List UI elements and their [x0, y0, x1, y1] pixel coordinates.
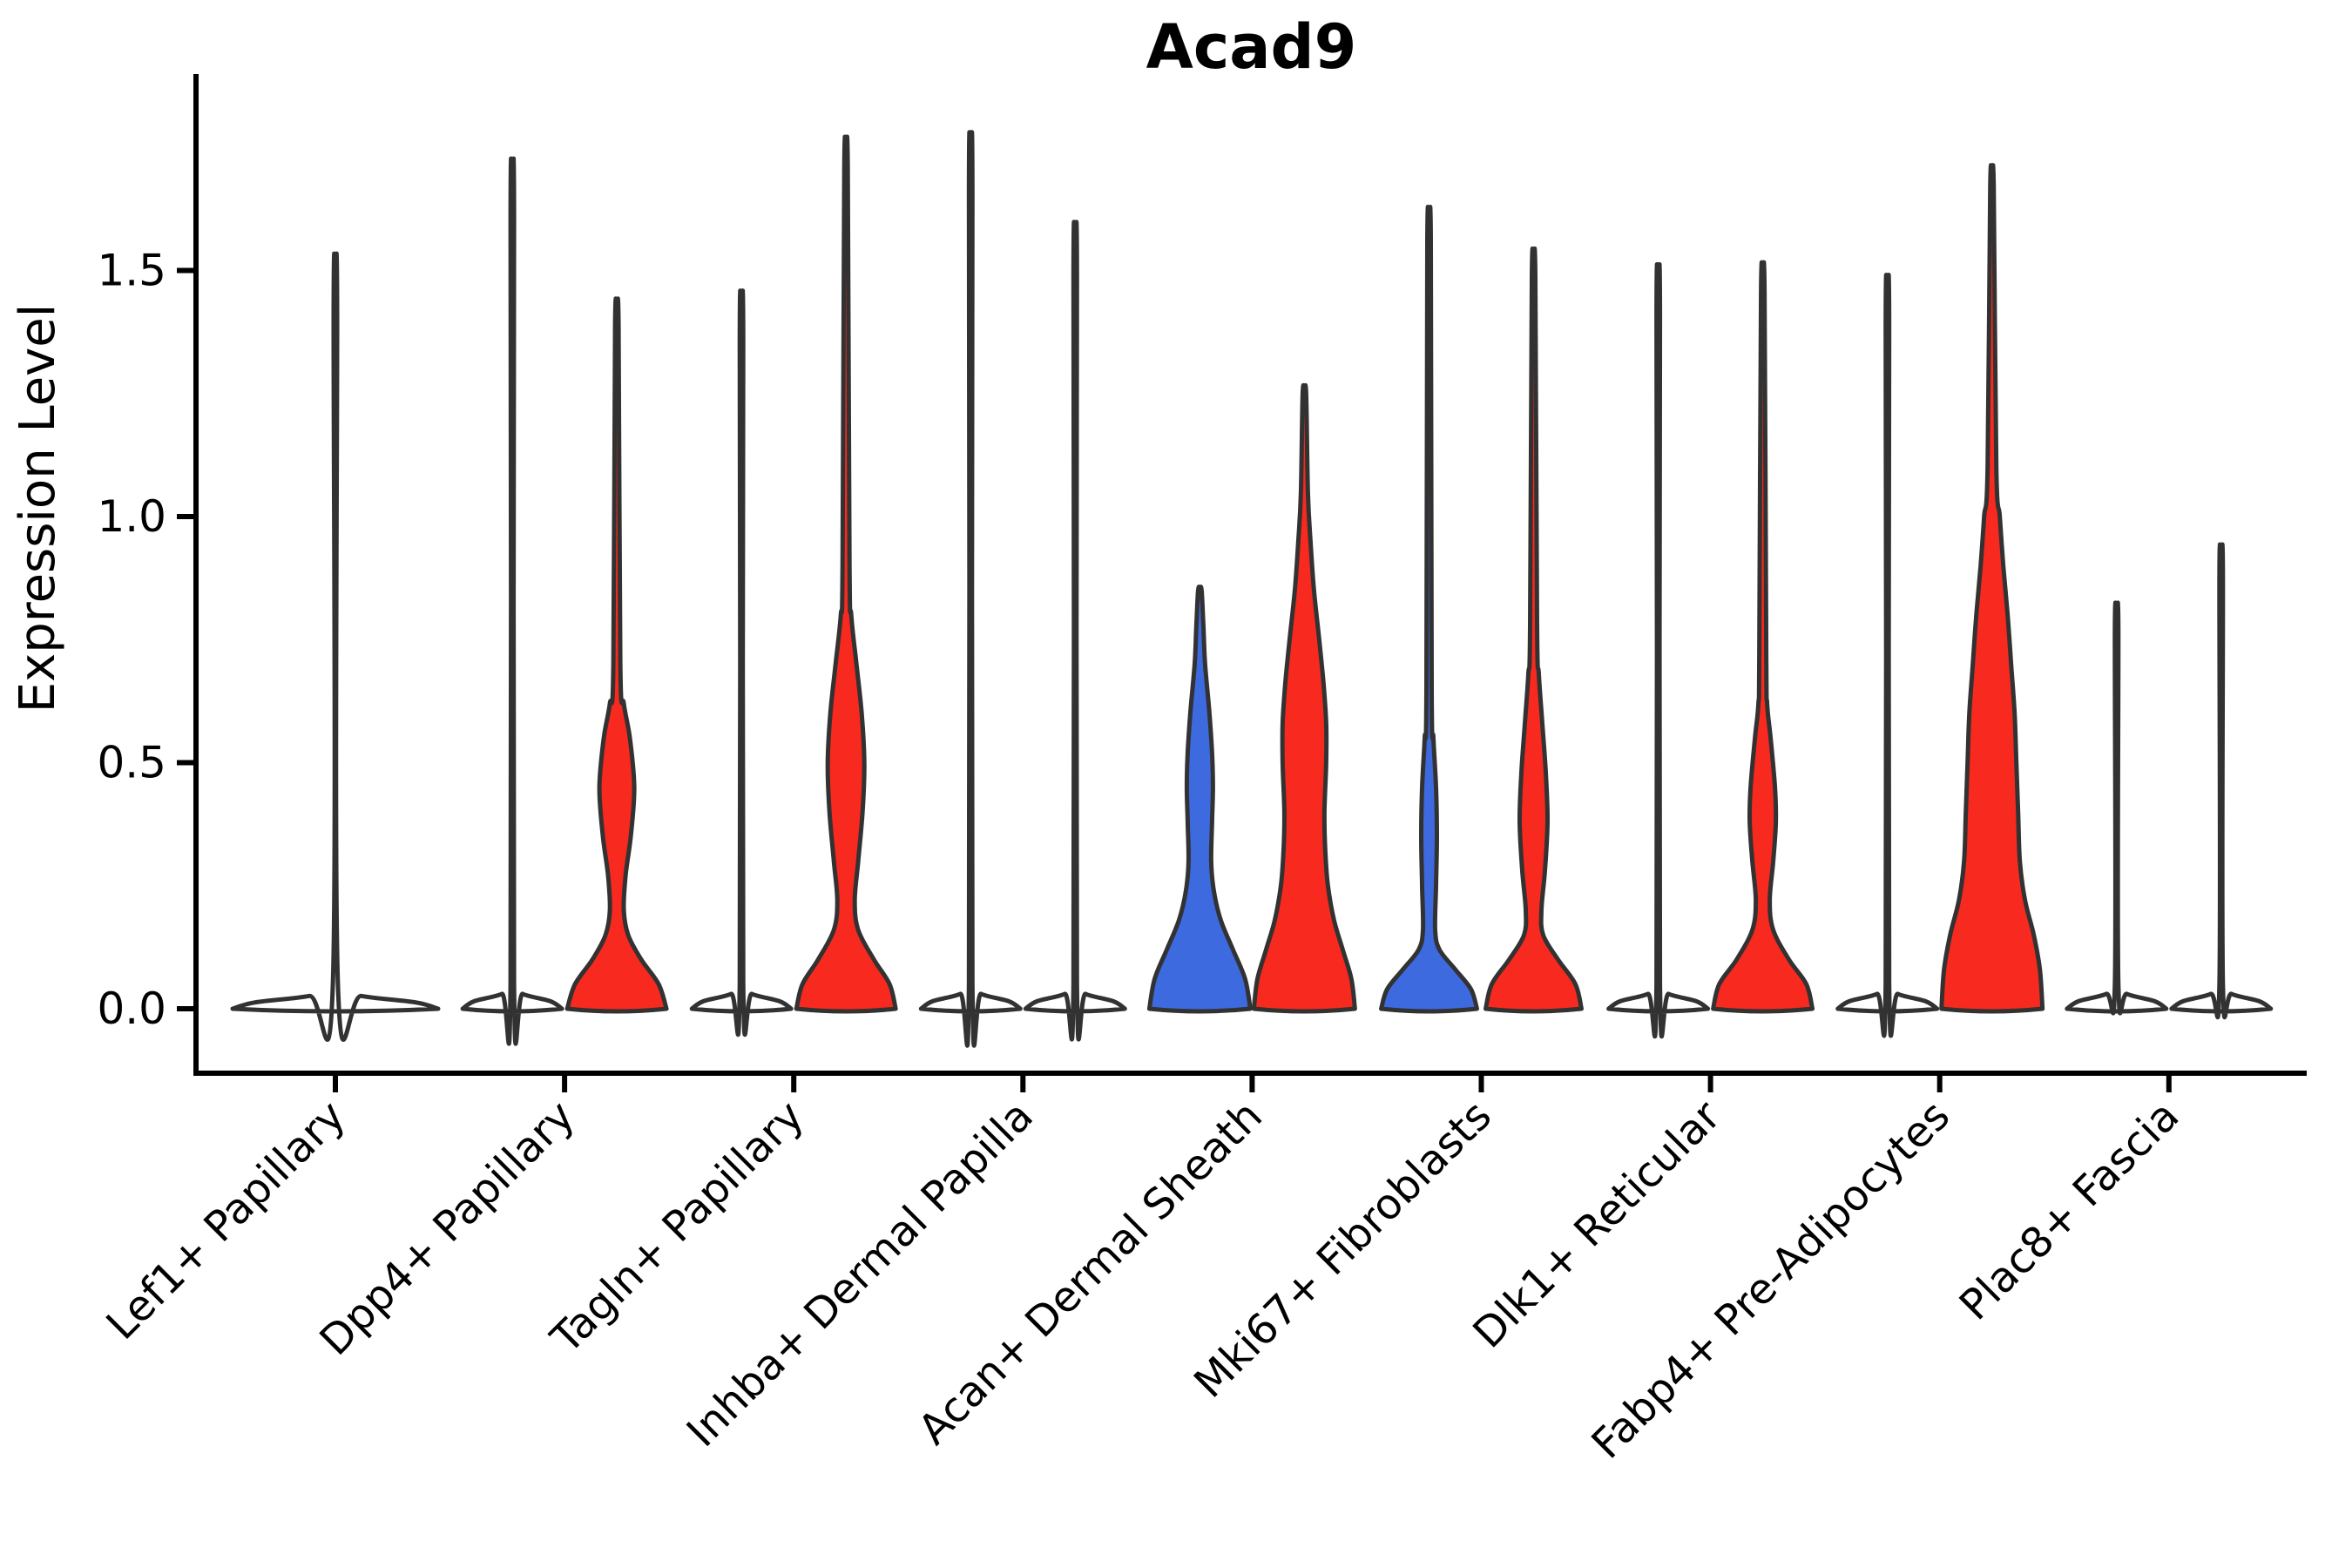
violin-red	[1484, 246, 1584, 1014]
violin-red	[1711, 260, 1815, 1014]
violin-outline	[1023, 220, 1127, 1042]
violin-red	[564, 296, 669, 1014]
violin-blue	[1146, 585, 1253, 1014]
violin-outline	[230, 251, 441, 1043]
y-axis-label: Expression Level	[10, 304, 66, 713]
y-tick-label: 1.0	[97, 491, 166, 542]
y-tick-label: 0.0	[97, 983, 166, 1034]
violin-outline	[1835, 273, 1940, 1038]
violin-red	[1251, 382, 1357, 1014]
violin-outline	[918, 130, 1023, 1048]
violin-outline	[460, 156, 564, 1046]
violin-outline	[2065, 600, 2169, 1016]
violin-outline	[1606, 262, 1711, 1039]
violin-red	[1939, 163, 2045, 1014]
violins	[230, 130, 2274, 1048]
violin-outline	[689, 288, 794, 1037]
violin-outline	[2169, 542, 2274, 1020]
y-tick-label: 0.5	[97, 738, 166, 788]
y-tick-label: 1.5	[97, 246, 166, 296]
violin-red	[794, 134, 898, 1014]
plot-title: Acad9	[1146, 11, 1357, 83]
violin-blue	[1379, 205, 1479, 1014]
